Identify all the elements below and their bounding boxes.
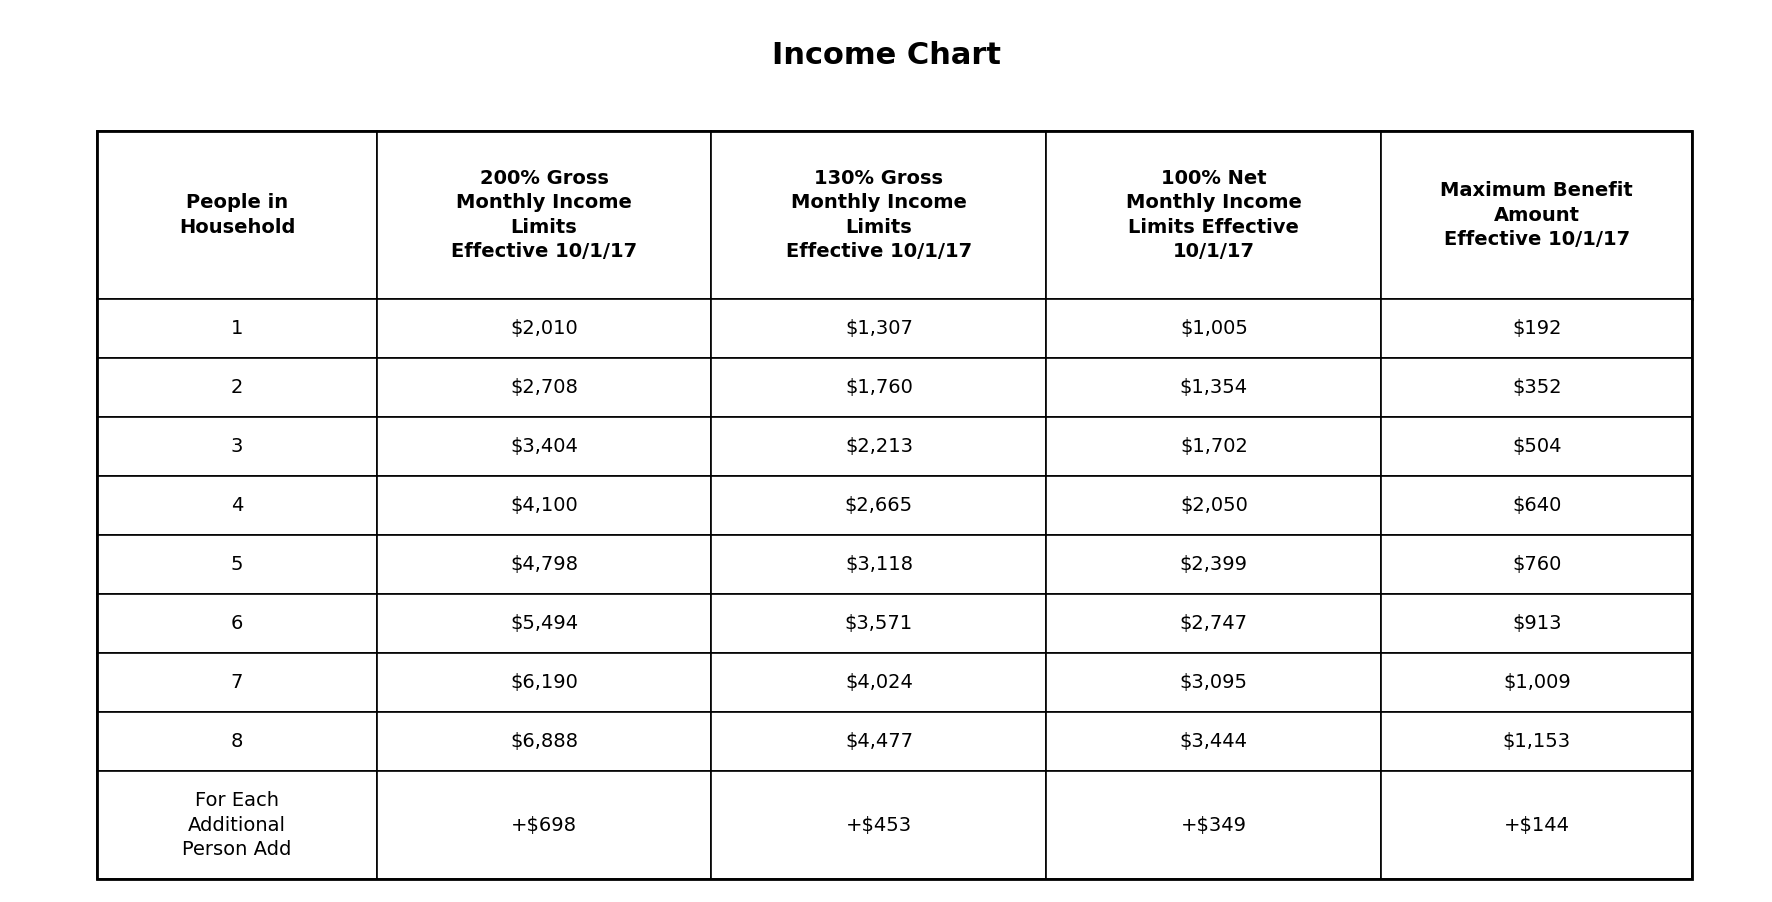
Text: 200% Gross
Monthly Income
Limits
Effective 10/1/17: 200% Gross Monthly Income Limits Effecti… (450, 170, 638, 261)
Text: For Each
Additional
Person Add: For Each Additional Person Add (183, 791, 292, 859)
Text: $352: $352 (1512, 378, 1561, 397)
Text: 6: 6 (230, 614, 243, 633)
Text: $1,760: $1,760 (845, 378, 913, 397)
Text: $4,798: $4,798 (510, 555, 578, 574)
Text: $1,009: $1,009 (1503, 673, 1570, 692)
Text: $640: $640 (1512, 496, 1561, 515)
Text: +$698: +$698 (510, 815, 578, 834)
Text: $2,050: $2,050 (1180, 496, 1247, 515)
Text: $3,404: $3,404 (510, 437, 578, 456)
Text: 4: 4 (230, 496, 243, 515)
Text: $1,153: $1,153 (1503, 732, 1570, 751)
Text: $2,010: $2,010 (510, 319, 578, 338)
Text: Income Chart: Income Chart (771, 41, 1001, 69)
Text: Maximum Benefit
Amount
Effective 10/1/17: Maximum Benefit Amount Effective 10/1/17 (1441, 181, 1634, 249)
Text: $6,888: $6,888 (510, 732, 578, 751)
Text: $5,494: $5,494 (510, 614, 578, 633)
Text: $1,354: $1,354 (1180, 378, 1247, 397)
Text: 3: 3 (230, 437, 243, 456)
Text: 2: 2 (230, 378, 243, 397)
Text: $2,708: $2,708 (510, 378, 578, 397)
Text: 7: 7 (230, 673, 243, 692)
Text: $2,399: $2,399 (1180, 555, 1247, 574)
Text: People in
Household: People in Household (179, 193, 296, 236)
Text: $2,665: $2,665 (845, 496, 913, 515)
Text: $4,477: $4,477 (845, 732, 913, 751)
Text: $6,190: $6,190 (510, 673, 578, 692)
Text: $3,571: $3,571 (845, 614, 913, 633)
Text: $1,307: $1,307 (845, 319, 913, 338)
Text: $504: $504 (1512, 437, 1561, 456)
Text: $760: $760 (1512, 555, 1561, 574)
Text: $3,444: $3,444 (1180, 732, 1247, 751)
Text: $2,213: $2,213 (845, 437, 913, 456)
Text: $2,747: $2,747 (1180, 614, 1247, 633)
Text: +$349: +$349 (1180, 815, 1247, 834)
Text: +$144: +$144 (1504, 815, 1570, 834)
Text: 130% Gross
Monthly Income
Limits
Effective 10/1/17: 130% Gross Monthly Income Limits Effecti… (785, 170, 973, 261)
Text: 5: 5 (230, 555, 243, 574)
Text: $913: $913 (1512, 614, 1561, 633)
Text: $3,118: $3,118 (845, 555, 913, 574)
Text: 100% Net
Monthly Income
Limits Effective
10/1/17: 100% Net Monthly Income Limits Effective… (1125, 170, 1302, 261)
Text: 8: 8 (230, 732, 243, 751)
Text: $4,024: $4,024 (845, 673, 913, 692)
Text: $1,702: $1,702 (1180, 437, 1247, 456)
Text: 1: 1 (230, 319, 243, 338)
Text: +$453: +$453 (845, 815, 913, 834)
Text: $192: $192 (1512, 319, 1561, 338)
Text: $3,095: $3,095 (1180, 673, 1247, 692)
Text: $1,005: $1,005 (1180, 319, 1247, 338)
Text: $4,100: $4,100 (510, 496, 578, 515)
